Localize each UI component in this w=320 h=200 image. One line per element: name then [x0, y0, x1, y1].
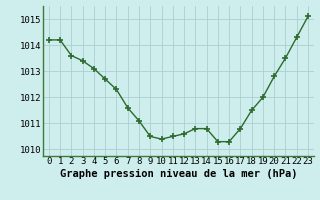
- X-axis label: Graphe pression niveau de la mer (hPa): Graphe pression niveau de la mer (hPa): [60, 169, 297, 179]
